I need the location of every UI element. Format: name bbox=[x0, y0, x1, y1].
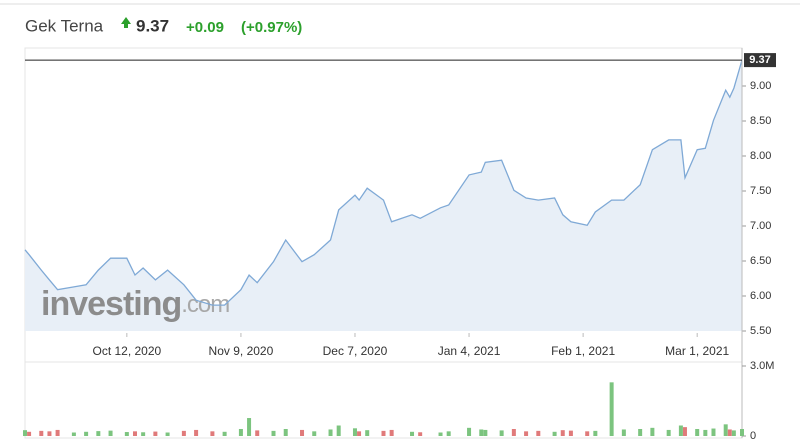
volume-bar bbox=[336, 425, 341, 436]
volume-bar bbox=[365, 430, 370, 436]
volume-bar bbox=[247, 418, 252, 436]
volume-bar bbox=[536, 430, 541, 436]
last-price-label: 9.37 bbox=[749, 54, 770, 66]
volume-bar bbox=[47, 431, 52, 436]
volume-bar bbox=[39, 430, 44, 436]
volume-y-tick-label: 3.0M bbox=[750, 360, 774, 372]
volume-bar bbox=[593, 430, 598, 436]
volume-bar bbox=[446, 431, 451, 436]
volume-bar bbox=[560, 430, 565, 436]
volume-bar bbox=[731, 430, 736, 436]
volume-bar bbox=[682, 427, 687, 436]
volume-bar bbox=[352, 428, 357, 436]
volume-bar bbox=[666, 429, 671, 436]
volume-bar bbox=[55, 429, 60, 436]
volume-bar bbox=[711, 428, 716, 436]
volume-bar bbox=[222, 431, 227, 436]
y-tick-label: 8.00 bbox=[750, 150, 771, 162]
volume-bar bbox=[524, 431, 529, 436]
x-tick-label: Dec 7, 2020 bbox=[323, 344, 388, 358]
volume-bar bbox=[300, 429, 305, 436]
volume-bar bbox=[132, 431, 137, 436]
volume-bar bbox=[621, 429, 626, 436]
volume-bar bbox=[255, 430, 260, 436]
y-tick-label: 6.00 bbox=[750, 290, 771, 302]
volume-bar bbox=[194, 429, 199, 436]
volume-y-tick-label: 0 bbox=[750, 430, 756, 442]
y-tick-label: 9.00 bbox=[750, 80, 771, 92]
volume-bar bbox=[723, 424, 728, 436]
up-arrow bbox=[121, 17, 131, 28]
x-tick-label: Nov 9, 2020 bbox=[209, 344, 274, 358]
volume-bar bbox=[27, 431, 32, 436]
x-tick-label: Oct 12, 2020 bbox=[92, 344, 161, 358]
volume-bar bbox=[153, 431, 158, 436]
volume-bar bbox=[483, 429, 488, 436]
volume-bar bbox=[389, 429, 394, 436]
volume-bar bbox=[271, 430, 276, 436]
y-tick-label: 6.50 bbox=[750, 255, 771, 267]
volume-bar bbox=[499, 430, 504, 436]
volume-bar bbox=[568, 430, 573, 436]
volume-bar bbox=[381, 430, 386, 436]
volume-bar bbox=[703, 429, 708, 436]
volume-bar bbox=[108, 430, 113, 436]
volume-bar bbox=[124, 432, 129, 436]
volume-bar bbox=[283, 429, 288, 436]
volume-bar bbox=[638, 429, 643, 436]
price-change: +0.09 bbox=[186, 19, 224, 36]
volume-bar bbox=[695, 429, 700, 436]
volume-bar bbox=[238, 429, 243, 436]
x-tick-label: Jan 4, 2021 bbox=[438, 344, 501, 358]
volume-bar bbox=[511, 429, 516, 436]
watermark: investing.com bbox=[41, 285, 229, 323]
volume-bar bbox=[467, 427, 472, 436]
watermark-main: investing bbox=[41, 285, 181, 323]
volume-bar bbox=[410, 431, 415, 436]
volume-bar bbox=[609, 382, 614, 436]
y-tick-label: 5.50 bbox=[750, 325, 771, 337]
price-line bbox=[24, 59, 743, 306]
volume-bar bbox=[181, 430, 186, 436]
volume-bar bbox=[727, 429, 732, 436]
y-tick-label: 7.50 bbox=[750, 185, 771, 197]
last-price: 9.37 bbox=[136, 16, 169, 35]
y-tick-label: 7.00 bbox=[750, 220, 771, 232]
volume-bar bbox=[357, 431, 362, 436]
volume-bar bbox=[141, 432, 146, 436]
stock-name: Gek Terna bbox=[25, 16, 104, 35]
volume-bar bbox=[312, 431, 317, 436]
volume-bar bbox=[418, 432, 423, 436]
x-tick-label: Mar 1, 2021 bbox=[665, 344, 729, 358]
x-tick-label: Feb 1, 2021 bbox=[551, 344, 615, 358]
volume-bar bbox=[84, 431, 89, 436]
volume-bar bbox=[328, 429, 333, 436]
volume-bar bbox=[71, 432, 76, 436]
volume-bar bbox=[210, 431, 215, 436]
volume-bar bbox=[479, 429, 484, 436]
y-tick-label: 8.50 bbox=[750, 115, 771, 127]
volume-bar bbox=[552, 431, 557, 436]
last-price-box bbox=[744, 53, 776, 68]
volume-bar bbox=[740, 429, 744, 436]
volume-bar bbox=[23, 430, 27, 436]
volume-bar bbox=[585, 431, 590, 436]
volume-bar bbox=[96, 431, 101, 436]
price-area bbox=[25, 60, 742, 331]
volume-bar bbox=[165, 432, 170, 436]
volume-bar bbox=[678, 425, 683, 436]
volume-bar bbox=[438, 432, 443, 436]
price-change-pct: (+0.97%) bbox=[241, 19, 302, 36]
volume-bar bbox=[650, 427, 655, 436]
